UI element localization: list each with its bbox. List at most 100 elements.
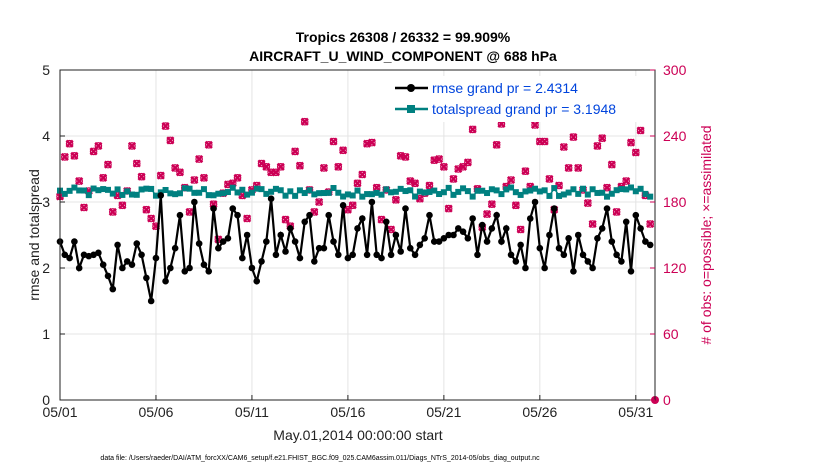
obs-possible-marker — [521, 167, 530, 176]
spread-point — [143, 185, 150, 192]
spread-point — [162, 186, 169, 193]
rmse-point — [176, 211, 184, 219]
rmse-point — [263, 238, 270, 245]
obs-possible-marker — [329, 137, 338, 146]
rmse-point — [594, 235, 601, 242]
rmse-point — [315, 244, 323, 252]
spread-point — [402, 188, 409, 195]
spread-point — [469, 193, 476, 200]
obs-possible-marker — [440, 163, 448, 171]
obs-possible-marker — [358, 170, 367, 179]
rmse-point — [243, 231, 251, 239]
spread-point — [565, 189, 572, 196]
spread-point — [373, 189, 380, 196]
spread-point — [397, 185, 404, 192]
obs-possible-marker — [622, 177, 631, 185]
y-left-tick-label: 1 — [42, 326, 50, 342]
obs-possible-marker — [195, 155, 203, 163]
obs-possible-marker — [320, 164, 328, 172]
spread-point — [604, 193, 611, 200]
rmse-point — [440, 235, 448, 242]
rmse-point — [296, 254, 304, 262]
rmse-point — [406, 244, 414, 252]
rmse-point — [335, 251, 342, 259]
rmse-point — [99, 261, 107, 269]
obs-possible-marker — [459, 163, 467, 171]
spread-point — [172, 191, 179, 198]
rmse-point — [517, 241, 524, 249]
rmse-point — [66, 254, 73, 262]
legend-rmse-label: rmse grand pr = 2.4314 — [432, 80, 578, 96]
rmse-point — [301, 218, 309, 226]
obs-possible-marker — [603, 183, 611, 192]
x-tick-label: 05/06 — [138, 404, 173, 420]
spread-point — [196, 189, 203, 196]
spread-point — [628, 184, 635, 191]
spread-point — [205, 192, 212, 199]
rmse-point — [229, 205, 237, 212]
rmse-point — [287, 225, 294, 232]
spread-point — [95, 187, 102, 194]
spread-point — [66, 187, 73, 194]
rmse-point — [147, 297, 155, 305]
rmse-point — [234, 211, 241, 219]
obs-possible-marker — [598, 134, 607, 143]
rmse-point — [128, 261, 136, 269]
rmse-point — [349, 251, 357, 259]
obs-possible-marker — [560, 143, 568, 151]
rmse-point — [239, 254, 246, 262]
y-axis-right-label: # of obs: o=possible; ×=assimilated — [698, 125, 714, 344]
spread-point — [388, 189, 395, 196]
rmse-point — [546, 231, 553, 239]
spread-point — [560, 191, 567, 198]
rmse-point — [474, 251, 481, 259]
rmse-point — [195, 240, 203, 247]
rmse-point — [152, 254, 160, 262]
spread-point — [282, 192, 289, 199]
rmse-point — [272, 251, 280, 259]
rmse-point — [435, 238, 443, 245]
obs-possible-marker — [348, 201, 357, 210]
rmse-point — [541, 264, 548, 272]
rmse-point — [579, 251, 587, 259]
y-left-tick-label: 4 — [42, 128, 50, 144]
spread-point — [340, 193, 347, 200]
spread-point — [522, 188, 529, 195]
rmse-point — [627, 268, 635, 275]
rmse-point — [459, 228, 467, 235]
spread-point — [239, 186, 246, 193]
rmse-point — [622, 218, 630, 226]
spread-point — [599, 189, 606, 196]
obs-possible-marker — [507, 176, 515, 184]
obs-possible-marker — [353, 179, 362, 188]
spread-point — [503, 186, 510, 193]
obs-possible-marker — [636, 126, 645, 135]
rmse-point — [421, 235, 428, 242]
spread-point — [191, 189, 198, 196]
spread-point — [416, 188, 423, 195]
obs-possible-marker — [540, 137, 549, 146]
rmse-point — [71, 238, 78, 245]
obs-possible-marker — [344, 205, 352, 214]
spread-point — [349, 192, 356, 199]
spread-point — [618, 186, 625, 193]
rmse-point — [171, 244, 179, 252]
y-left-tick-label: 3 — [42, 194, 50, 210]
obs-possible-marker — [161, 122, 170, 130]
spread-point — [306, 187, 313, 194]
rmse-line — [58, 195, 651, 302]
spread-point — [436, 191, 443, 198]
spread-point — [234, 189, 241, 196]
legend-spread-marker — [407, 105, 415, 113]
rmse-point — [325, 211, 333, 219]
obs-possible-marker — [296, 161, 304, 170]
spread-point — [613, 187, 620, 194]
obs-possible-marker — [545, 175, 554, 183]
spread-point — [412, 193, 419, 200]
spread-point — [186, 185, 193, 192]
spread-point — [215, 190, 222, 197]
rmse-point — [123, 258, 131, 265]
rmse-point — [186, 264, 193, 272]
obs-possible-marker — [200, 174, 208, 182]
rmse-point — [392, 231, 400, 239]
